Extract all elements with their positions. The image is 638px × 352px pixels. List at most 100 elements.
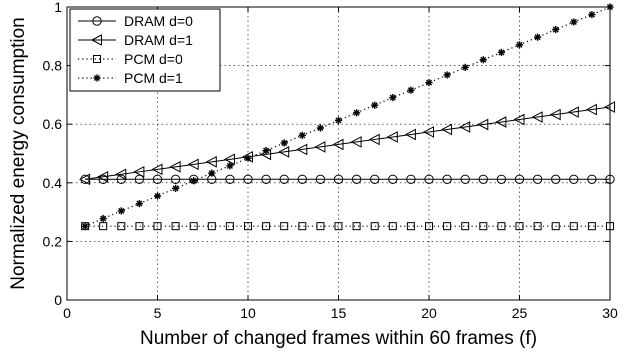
data-point-dram-d-1 xyxy=(314,141,326,153)
data-point-dram-d-0 xyxy=(388,174,398,184)
data-point-pcm-d-1 xyxy=(280,139,288,147)
data-point-dram-d-1 xyxy=(386,131,398,143)
y-tick-label: 0.2 xyxy=(43,233,63,249)
x-axis-label: Number of changed frames within 60 frame… xyxy=(140,328,537,349)
series-layer xyxy=(79,3,615,231)
data-point-dram-d-0 xyxy=(496,174,507,184)
data-point-dram-d-1 xyxy=(79,173,91,186)
data-point-pcm-d-0 xyxy=(352,222,361,231)
data-point-pcm-d-0 xyxy=(244,222,252,231)
x-tick-label: 20 xyxy=(421,305,437,321)
y-tick-label: 0.8 xyxy=(43,58,63,74)
data-point-pcm-d-0 xyxy=(189,222,198,231)
legend-marker-pcm-d-0 xyxy=(93,55,101,63)
data-point-pcm-d-1 xyxy=(479,56,487,64)
data-point-pcm-d-1 xyxy=(153,192,162,200)
data-point-pcm-d-1 xyxy=(244,154,252,162)
legend-marker-dram-d-0 xyxy=(92,16,102,26)
data-point-dram-d-0 xyxy=(424,174,434,184)
data-point-dram-d-0 xyxy=(532,174,543,184)
data-point-pcm-d-0 xyxy=(569,222,578,231)
data-point-dram-d-1 xyxy=(187,158,199,171)
data-point-dram-d-1 xyxy=(422,126,434,138)
data-point-pcm-d-1 xyxy=(353,109,361,117)
data-point-dram-d-1 xyxy=(441,123,453,136)
data-point-pcm-d-0 xyxy=(207,222,216,231)
series-dram-d-1 xyxy=(79,101,615,186)
data-point-pcm-d-1 xyxy=(515,41,524,49)
data-point-pcm-d-0 xyxy=(334,222,343,231)
data-point-dram-d-1 xyxy=(223,153,235,166)
data-point-dram-d-1 xyxy=(332,138,344,151)
data-point-pcm-d-1 xyxy=(371,101,379,109)
data-point-pcm-d-0 xyxy=(388,222,397,231)
legend-label-pcm-d-0: PCM d=0 xyxy=(124,51,183,67)
data-point-dram-d-0 xyxy=(225,174,235,184)
data-point-dram-d-0 xyxy=(297,174,307,184)
legend-label-dram-d-1: DRAM d=1 xyxy=(124,32,193,48)
y-tick-label: 0.6 xyxy=(43,116,63,132)
data-point-pcm-d-0 xyxy=(171,222,180,231)
data-point-pcm-d-0 xyxy=(533,222,542,231)
data-point-pcm-d-1 xyxy=(298,131,306,139)
data-point-pcm-d-1 xyxy=(172,184,180,192)
legend-label-dram-d-0: DRAM d=0 xyxy=(124,13,193,29)
data-point-dram-d-0 xyxy=(170,174,181,184)
y-tick-label: 0 xyxy=(54,292,62,308)
data-point-pcm-d-0 xyxy=(479,222,488,231)
data-point-dram-d-1 xyxy=(278,146,290,158)
data-point-pcm-d-0 xyxy=(298,222,307,231)
data-point-dram-d-1 xyxy=(549,108,561,121)
data-point-pcm-d-0 xyxy=(316,222,325,231)
data-point-dram-d-0 xyxy=(333,174,344,184)
data-point-pcm-d-1 xyxy=(425,78,433,87)
data-point-pcm-d-1 xyxy=(190,177,198,185)
series-dram-d-0 xyxy=(80,174,615,184)
data-point-dram-d-1 xyxy=(169,161,181,173)
x-tick-label: 10 xyxy=(240,305,256,321)
data-point-dram-d-0 xyxy=(261,174,271,184)
data-point-pcm-d-1 xyxy=(389,93,397,102)
data-point-pcm-d-1 xyxy=(497,48,505,57)
x-tick-label: 30 xyxy=(602,305,618,321)
legend: DRAM d=0 DRAM d=1 PCM d=0 PCM d=1 xyxy=(69,8,221,92)
data-point-dram-d-0 xyxy=(370,174,380,184)
x-tick-label: 15 xyxy=(331,305,347,321)
data-point-pcm-d-1 xyxy=(208,169,216,177)
data-point-pcm-d-1 xyxy=(226,162,234,170)
data-point-dram-d-0 xyxy=(551,174,561,184)
data-point-pcm-d-1 xyxy=(570,18,578,26)
y-axis-label: Normalized energy consumption xyxy=(8,17,29,289)
legend-marker-pcm-d-1 xyxy=(93,74,101,82)
data-point-pcm-d-0 xyxy=(135,222,144,231)
data-point-pcm-d-1 xyxy=(135,200,143,208)
data-point-dram-d-1 xyxy=(296,143,308,156)
data-point-dram-d-0 xyxy=(243,174,253,184)
data-point-pcm-d-0 xyxy=(153,222,162,231)
data-point-dram-d-0 xyxy=(587,174,597,184)
data-point-dram-d-1 xyxy=(133,165,145,178)
data-point-dram-d-0 xyxy=(442,174,452,184)
data-point-dram-d-1 xyxy=(513,113,525,126)
data-point-pcm-d-0 xyxy=(262,222,271,231)
data-point-pcm-d-1 xyxy=(407,86,415,94)
data-point-dram-d-1 xyxy=(585,103,597,116)
x-tick-label: 0 xyxy=(63,305,71,321)
data-point-dram-d-0 xyxy=(460,174,470,184)
data-point-pcm-d-0 xyxy=(443,222,452,231)
data-point-pcm-d-1 xyxy=(588,11,596,19)
data-point-dram-d-1 xyxy=(567,106,579,118)
data-point-dram-d-1 xyxy=(368,133,380,146)
data-point-pcm-d-1 xyxy=(443,71,451,79)
series-line-dram-d-1 xyxy=(85,106,611,180)
data-point-dram-d-1 xyxy=(115,168,127,181)
data-point-pcm-d-1 xyxy=(117,207,125,215)
legend-label-pcm-d-1: PCM d=1 xyxy=(124,70,183,86)
data-point-dram-d-1 xyxy=(495,116,507,128)
data-point-pcm-d-0 xyxy=(461,222,470,231)
data-point-pcm-d-1 xyxy=(334,116,343,124)
series-pcm-d-0 xyxy=(81,222,614,231)
data-point-dram-d-0 xyxy=(514,174,525,184)
data-point-pcm-d-0 xyxy=(225,222,234,231)
